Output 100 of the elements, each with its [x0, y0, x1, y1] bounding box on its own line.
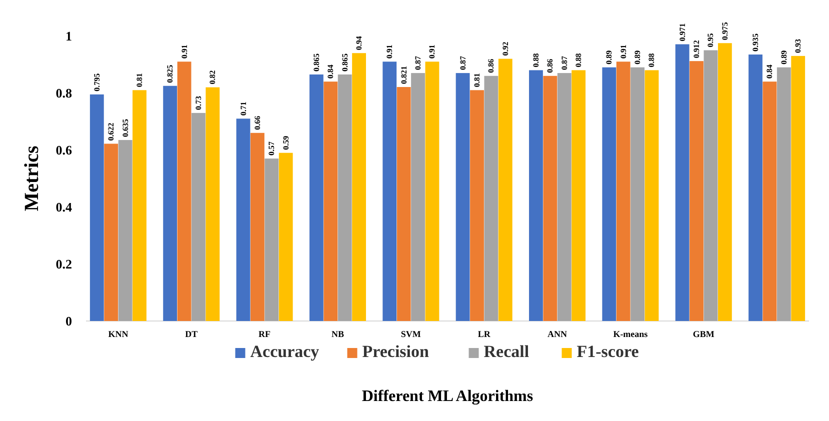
y-tick-label: 0.8: [56, 86, 72, 101]
bar: [411, 73, 425, 321]
data-label: 0.71: [238, 102, 248, 116]
y-tick-label: 0: [66, 314, 72, 329]
bar: [748, 54, 762, 321]
bar: [309, 74, 324, 321]
bar: [250, 132, 264, 321]
y-axis-title: Metrics: [21, 146, 43, 212]
data-label: 0.88: [531, 53, 540, 68]
bar: [324, 82, 338, 321]
x-tick-label: NB: [331, 329, 344, 339]
data-label: 0.87: [414, 56, 423, 70]
bar: [470, 90, 484, 321]
data-label: 0.84: [326, 64, 336, 79]
bar: [104, 144, 118, 321]
y-tick-label: 0.4: [56, 200, 72, 215]
data-label: 0.795: [92, 73, 102, 92]
data-label: 0.95: [706, 33, 716, 48]
bar: [192, 112, 206, 321]
bar: [557, 73, 572, 321]
bar: [498, 58, 512, 321]
x-tick-label: DT: [185, 329, 198, 339]
data-label: 0.93: [794, 38, 803, 53]
x-tick-label: KNN: [108, 329, 129, 339]
data-label: 0.622: [106, 122, 116, 141]
legend-label: F1-score: [576, 342, 640, 361]
data-label: 0.87: [458, 56, 468, 70]
x-tick-label: GBM: [692, 329, 715, 339]
bar: [163, 86, 178, 321]
bar: [382, 62, 397, 321]
bar: [338, 74, 352, 321]
bar: [118, 140, 132, 321]
bar: [90, 94, 104, 321]
bar: [572, 70, 586, 321]
bar: [484, 76, 498, 321]
legend-label: Recall: [484, 342, 530, 361]
data-label: 0.73: [194, 96, 203, 110]
data-label: 0.91: [618, 44, 628, 59]
data-label: 0.57: [267, 142, 276, 156]
data-label: 0.89: [779, 50, 788, 64]
data-label: 0.91: [428, 44, 437, 59]
y-tick-label: 1: [66, 28, 72, 44]
bar: [352, 53, 366, 321]
y-tick-label: 0.2: [56, 256, 72, 272]
data-label: 0.86: [486, 58, 496, 73]
y-tick-label: 0.6: [56, 142, 72, 158]
data-label: 0.89: [633, 50, 642, 64]
bar: [630, 67, 644, 321]
x-tick-label: RF: [258, 329, 272, 339]
data-label: 0.86: [546, 58, 555, 73]
bar: [718, 43, 732, 321]
bar: [396, 87, 411, 321]
x-tick-label: SVM: [400, 329, 422, 339]
bar: [264, 158, 279, 321]
x-tick-label: ANN: [548, 329, 568, 339]
data-label: 0.81: [134, 73, 144, 88]
bar: [776, 67, 791, 321]
bar: [704, 50, 718, 321]
data-label: 0.825: [166, 64, 175, 83]
data-label: 0.89: [604, 50, 614, 64]
data-label: 0.821: [399, 66, 408, 84]
bar: [206, 87, 220, 321]
data-label: 0.912: [692, 40, 702, 58]
bar: [791, 56, 806, 321]
data-label: 0.94: [354, 36, 364, 50]
bar: [644, 70, 659, 321]
data-label: 0.91: [385, 44, 394, 59]
data-label: 0.975: [720, 22, 730, 40]
bar: [762, 82, 777, 321]
legend-label: Precision: [362, 342, 430, 361]
bar: [132, 90, 146, 321]
bar: [456, 73, 470, 321]
data-label: 0.865: [340, 53, 350, 72]
data-label: 0.971: [678, 23, 687, 42]
data-label: 0.87: [560, 56, 569, 70]
data-label: 0.91: [180, 44, 189, 59]
data-label: 0.865: [312, 53, 321, 72]
data-label: 0.81: [472, 73, 482, 88]
bar: [675, 44, 690, 321]
x-tick-label: LR: [478, 329, 491, 339]
data-label: 0.66: [252, 116, 262, 130]
bar: [543, 76, 558, 321]
bar: [236, 118, 250, 321]
bar: [278, 152, 293, 321]
bar: [690, 61, 704, 321]
legend-label: Accuracy: [250, 342, 320, 361]
x-tick-label: K-means: [613, 329, 648, 339]
bar: [177, 62, 192, 321]
bar: [602, 67, 616, 321]
bar: [616, 62, 630, 321]
data-label: 0.92: [500, 42, 510, 56]
data-label: 0.88: [647, 53, 656, 68]
bar: [425, 62, 440, 321]
x-axis-title: Different ML Algorithms: [362, 388, 534, 405]
data-label: 0.935: [751, 34, 760, 52]
data-label: 0.635: [120, 119, 130, 138]
data-label: 0.84: [765, 64, 774, 79]
data-label: 0.88: [574, 53, 584, 68]
bar: [529, 70, 543, 321]
data-label: 0.82: [208, 70, 218, 84]
